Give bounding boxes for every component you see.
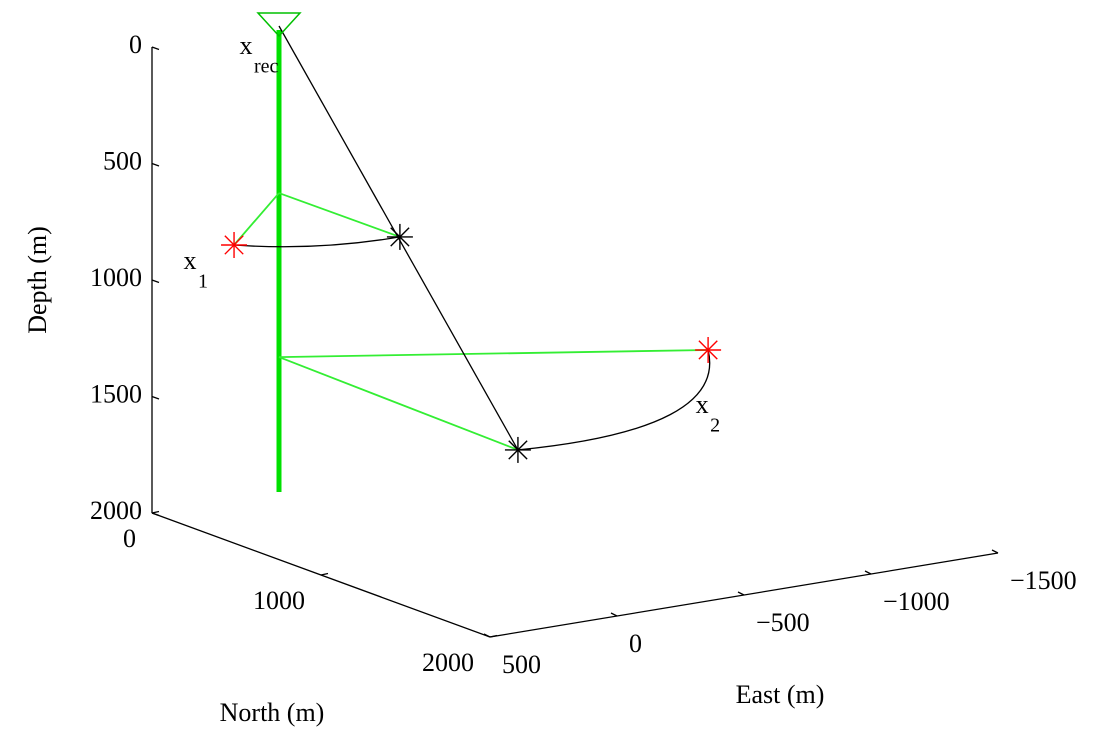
z-tick-label: 0 <box>129 30 142 59</box>
z-tick-label: 2000 <box>90 496 142 525</box>
x-tick-label: −1500 <box>1010 566 1077 595</box>
y-tick-label: 2000 <box>422 648 474 677</box>
point-label-sub: rec <box>254 56 279 78</box>
ray-curve <box>233 236 401 248</box>
z-tick-label: 1500 <box>90 379 142 408</box>
star-stroke <box>698 340 718 360</box>
x-axis-label: East (m) <box>736 680 825 709</box>
point-label-sub: 2 <box>710 415 720 437</box>
point-label: x <box>184 246 197 275</box>
x-tick <box>864 570 872 575</box>
ray-line <box>278 192 401 238</box>
point <box>256 12 302 38</box>
z-tick <box>151 46 160 51</box>
x-tick-label: −1000 <box>883 587 950 616</box>
point-label: x <box>240 31 253 60</box>
x-tick <box>737 591 745 596</box>
point <box>386 223 413 250</box>
x-tick <box>483 633 491 638</box>
ray-line <box>278 349 709 358</box>
x-tick-label: 0 <box>629 629 642 658</box>
star-stroke <box>508 440 528 460</box>
triangle <box>256 12 302 38</box>
y-tick-label: 1000 <box>253 586 305 615</box>
x-tick <box>991 549 999 554</box>
y-tick <box>320 572 329 576</box>
y-tick <box>151 510 160 514</box>
z-tick <box>151 162 160 167</box>
point <box>695 336 722 363</box>
x-tick-label: 500 <box>502 650 541 679</box>
z-tick <box>151 395 160 400</box>
point-label: x <box>696 390 709 419</box>
ray-line <box>278 356 519 451</box>
star-stroke <box>390 227 410 247</box>
z-tick-label: 1000 <box>90 263 142 292</box>
ray-curve <box>517 349 711 451</box>
ray-line <box>233 192 280 246</box>
point <box>221 231 248 258</box>
z-axis-label: Depth (m) <box>23 226 52 334</box>
x-tick-label: −500 <box>756 608 810 637</box>
point <box>504 436 531 463</box>
x-tick <box>610 612 618 617</box>
z-tick-label: 500 <box>103 146 142 175</box>
z-tick <box>151 279 160 284</box>
star-stroke <box>224 235 244 255</box>
y-tick-label: 0 <box>123 524 136 553</box>
point-label-sub: 1 <box>198 271 208 293</box>
y-axis-label: North (m) <box>220 698 325 727</box>
